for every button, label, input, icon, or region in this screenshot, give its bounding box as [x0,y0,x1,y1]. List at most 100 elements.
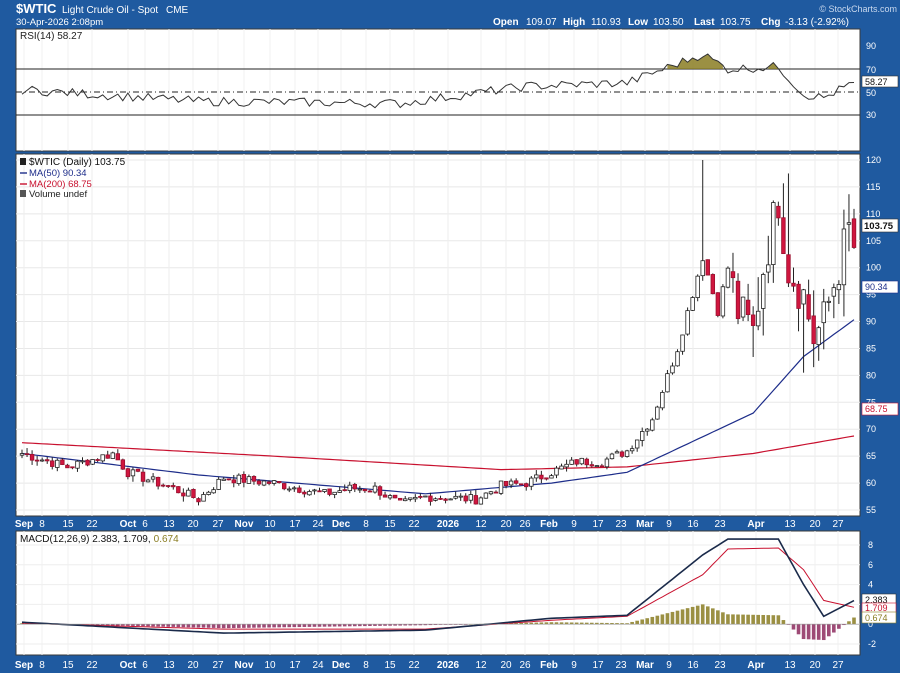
candle [508,478,514,489]
candle-body-up [206,491,211,495]
x-tick-label: Mar [636,660,654,671]
candle [846,194,852,252]
macd-histogram-bar [121,624,125,626]
datetime-label: 30-Apr-2026 2:08pm [16,17,103,28]
candle-body-up [387,495,393,499]
macd-histogram-bar [620,623,624,625]
price-tick-label: 55 [866,505,876,515]
macd-histogram-bar [584,622,589,625]
macd-line [21,538,855,634]
candle [387,493,393,500]
macd-histogram-bar [690,606,695,625]
candle-body-down [382,494,388,498]
symbol-title: $WTIC [16,1,57,16]
macd-histogram-bar [559,622,564,625]
rsi-line [21,53,855,109]
candle-body-up [468,494,473,501]
candle [403,496,408,502]
macd-histogram-bar [741,614,745,625]
macd-tags: 2.383 1.709 0.674 [861,593,897,624]
x-tick-label: Dec [332,519,351,530]
candle-body-down [352,483,357,490]
price-tick-label: 65 [866,451,876,461]
candle [45,456,50,464]
candle [458,493,463,501]
x-tick-label: 23 [615,519,627,530]
candle-body-down [65,464,70,469]
x-tick-label: 8 [39,660,45,671]
macd-histogram-bar [796,624,801,635]
candle-body-up [740,296,746,318]
candle [534,470,539,482]
x-tick-label: 17 [289,660,301,671]
price-tick-label: 80 [866,370,876,380]
last-price-tag [861,218,899,233]
x-tick-label: 15 [384,660,396,671]
macd-histogram-bar [695,605,700,625]
macd-histogram-bar [347,624,352,627]
candle [685,307,690,336]
volume-legend-icon [20,190,26,197]
candle-body-up [483,492,489,499]
macd-histogram-bar [181,624,186,628]
candle-body-down [443,498,448,501]
candle-body-down [70,466,75,469]
candle-body-up [755,310,761,327]
candle [397,497,403,501]
candle-body-up [594,465,600,467]
macd-histogram-bar [806,624,811,640]
price-tick-label: 100 [866,263,881,273]
x-tick-label: 24 [312,519,324,530]
candle [90,459,95,465]
candle [569,457,574,465]
chg-value: -3.13 (-2.92%) [785,17,849,28]
macd-histogram-bar [554,622,559,625]
candle-body-up [665,373,670,393]
macd-axis-labels: 8 6 4 0 -2 [868,540,876,649]
candle [362,488,368,493]
macd-histogram-bar [534,622,539,625]
macd-histogram-bar [116,624,120,626]
x-tick-label: 20 [809,660,821,671]
x-tick-label: Feb [540,660,558,671]
candle [337,486,342,493]
candle [438,495,443,500]
candle [282,483,287,491]
candle-body-up [246,476,252,484]
candle [50,457,55,470]
candle-body-up [312,489,317,492]
candle-body-down [574,459,579,465]
x-tick-label: 20 [187,660,199,671]
candle-body-down [196,498,201,503]
candle-body-up [221,478,226,481]
candle-body-down [599,465,605,468]
candle-body-up [508,480,514,486]
candle-body-up [413,496,418,500]
candle-body-up [700,260,705,277]
candle [619,450,625,459]
candle-body-up [211,489,216,494]
candle [271,480,277,486]
candle-body-down [171,485,176,488]
candle-body-down [241,474,247,483]
macd-histogram-bar [716,610,720,625]
candle [160,483,166,488]
price-tick-label: 90 [866,317,876,327]
rsi-level-30: 30 [866,110,876,120]
ma50-legend: MA(50) 90.34 [29,168,87,179]
price-tags: 103.75 90.34 68.75 [861,218,899,416]
macd-histogram-bar [635,620,639,625]
macd-histogram-bar [670,611,675,625]
candle-body-down [377,486,383,496]
candle-body-up [826,300,831,303]
macd-histogram-bar [231,624,236,629]
macd-histogram-bar [358,624,362,627]
macd-histogram-bar [721,612,725,625]
macd-histogram-bar [90,624,95,625]
x-tick-label: 8 [39,519,45,530]
macd-histogram-bar [564,622,569,625]
candle [599,463,605,468]
macd-histogram-bar [569,622,574,625]
candle [176,486,181,494]
rsi-level-50: 50 [866,88,876,98]
